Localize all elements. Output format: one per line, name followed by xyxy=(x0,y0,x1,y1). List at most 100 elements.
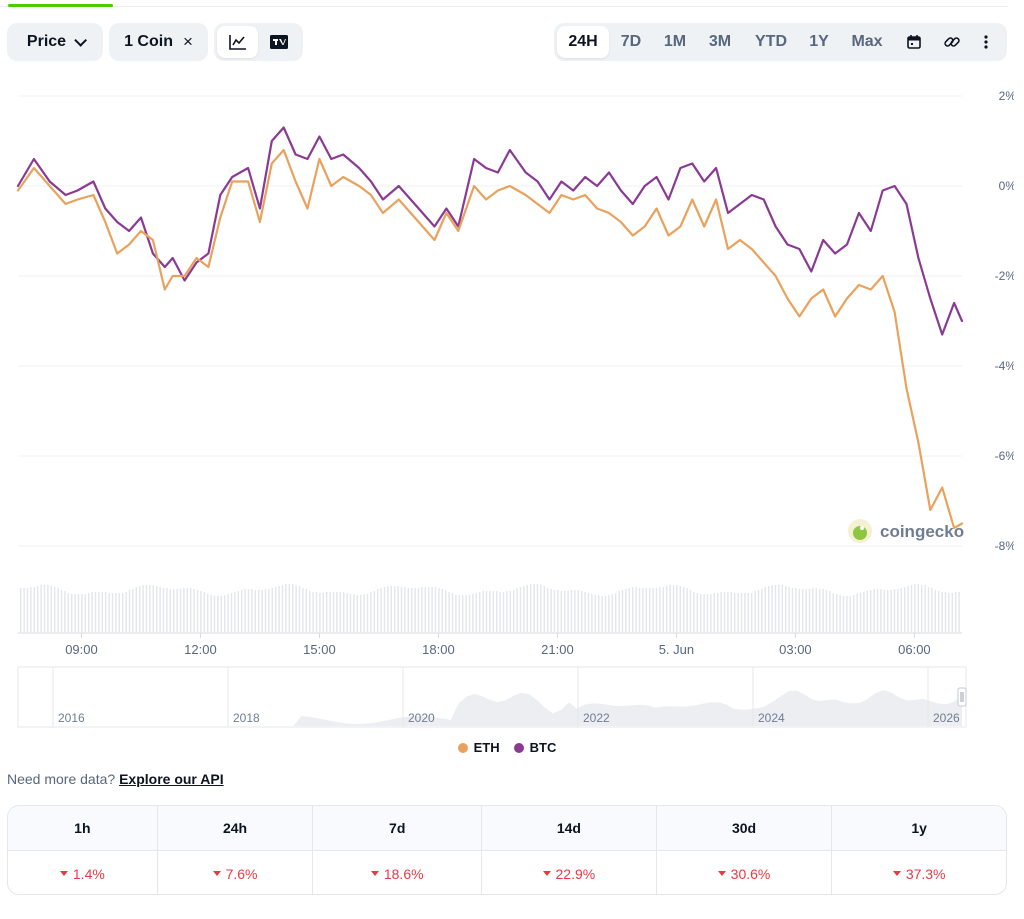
volume-bar xyxy=(458,595,460,632)
volume-bar xyxy=(795,588,797,632)
performance-values-row: 1.4% 7.6% 18.6% 22.9% 30.6% 37.3% xyxy=(8,851,1006,894)
volume-bar xyxy=(356,595,358,632)
volume-bar xyxy=(162,588,165,632)
volume-bar xyxy=(723,592,726,632)
calendar-button[interactable] xyxy=(895,26,933,58)
close-icon[interactable]: × xyxy=(182,32,193,51)
volume-bar xyxy=(145,585,148,632)
volume-bar xyxy=(319,593,321,632)
volume-bar xyxy=(421,587,423,632)
volume-bar xyxy=(778,585,780,632)
volume-bar xyxy=(550,589,552,632)
volume-bar xyxy=(812,588,814,632)
volume-bar xyxy=(781,585,783,632)
range-max-button[interactable]: Max xyxy=(851,33,883,50)
volume-bar xyxy=(43,585,46,632)
header-30d: 30d xyxy=(657,806,833,850)
range-7d-button[interactable]: 7D xyxy=(620,33,642,50)
coin-filter-chip[interactable]: 1 Coin × xyxy=(109,23,208,61)
legend-item-eth[interactable]: ETH xyxy=(457,740,500,755)
value-24h: 7.6% xyxy=(158,851,314,894)
volume-bar xyxy=(431,587,433,632)
more-options-button[interactable] xyxy=(971,26,1001,58)
volume-bar xyxy=(666,586,668,632)
y-tick-label: -6% xyxy=(995,449,1014,463)
volume-bar xyxy=(152,585,154,632)
volume-bar xyxy=(33,587,35,632)
volume-bar xyxy=(37,586,39,632)
volume-bar xyxy=(268,589,270,632)
range-3m-button[interactable]: 3M xyxy=(708,33,732,50)
volume-bar xyxy=(84,594,86,632)
volume-bar xyxy=(329,592,331,632)
volume-bar xyxy=(122,593,124,632)
volume-bar xyxy=(533,584,535,632)
price-dropdown[interactable]: Price xyxy=(7,23,103,61)
btc-dot-icon xyxy=(513,742,524,753)
x-tick-label: 09:00 xyxy=(65,642,98,657)
volume-bar xyxy=(179,589,182,632)
range-navigator[interactable]: 2016 2018 2020 2022 2024 2026 xyxy=(17,666,967,728)
price-comparison-chart[interactable]: 2% 0% -2% -4% -6% -8% 09:00 12:00 15:00 18:00 21:… xyxy=(0,70,1014,735)
volume-bar xyxy=(825,590,828,632)
volume-bar xyxy=(757,590,760,632)
volume-bar xyxy=(207,594,209,632)
volume-bar xyxy=(394,586,396,632)
volume-bar xyxy=(938,591,940,632)
volume-bar xyxy=(536,584,539,632)
volume-bar xyxy=(822,589,824,632)
legend-item-btc[interactable]: BTC xyxy=(513,740,557,755)
volume-bar xyxy=(604,596,607,632)
volume-bar xyxy=(88,593,90,632)
volume-bar xyxy=(475,593,477,632)
header-1h: 1h xyxy=(8,806,158,850)
volume-bar xyxy=(159,587,161,632)
legend-label-btc: BTC xyxy=(529,740,557,755)
volume-bar xyxy=(414,588,416,632)
volume-bar xyxy=(298,586,301,632)
volume-bar xyxy=(247,589,250,632)
range-1m-button[interactable]: 1M xyxy=(663,33,687,50)
volume-bar xyxy=(118,593,120,632)
volume-bar xyxy=(948,593,950,632)
volume-bar xyxy=(295,585,297,632)
volume-bar xyxy=(713,593,715,632)
volume-bar xyxy=(730,592,732,632)
volume-bar xyxy=(601,596,603,632)
performance-header-row: 1h 24h 7d 14d 30d 1y xyxy=(8,806,1006,851)
coin-filter-label: 1 Coin xyxy=(124,33,173,50)
volume-bar xyxy=(598,595,600,632)
volume-bar xyxy=(128,590,131,632)
volume-bar xyxy=(322,593,324,632)
volume-bar xyxy=(615,593,617,632)
volume-bar xyxy=(156,586,158,632)
volume-bar xyxy=(737,593,739,632)
volume-bar xyxy=(706,594,709,632)
volume-bar xyxy=(887,590,889,632)
navigator-tick-label: 2024 xyxy=(758,711,785,725)
tradingview-button[interactable] xyxy=(258,26,299,58)
volume-bar xyxy=(390,586,392,632)
range-1y-button[interactable]: 1Y xyxy=(809,33,829,50)
header-7d: 7d xyxy=(313,806,483,850)
volume-bar xyxy=(502,592,505,632)
range-24h-button[interactable]: 24H xyxy=(557,26,609,58)
volume-bar xyxy=(621,590,624,632)
coingecko-watermark: coingecko xyxy=(848,519,964,543)
explore-api-link[interactable]: Explore our API xyxy=(119,771,224,787)
volume-bar xyxy=(332,592,335,632)
line-chart-button[interactable] xyxy=(217,26,258,58)
volume-bar xyxy=(183,588,185,632)
range-ytd-button[interactable]: YTD xyxy=(755,33,787,50)
volume-bar xyxy=(203,592,205,632)
x-tick-label: 21:00 xyxy=(541,642,574,657)
share-link-button[interactable] xyxy=(933,26,971,58)
volume-bar xyxy=(105,592,107,632)
header-1y: 1y xyxy=(911,820,927,836)
value-1h-text: 1.4% xyxy=(72,865,105,882)
volume-bar xyxy=(441,589,443,632)
volume-bar xyxy=(880,589,882,632)
volume-bar xyxy=(186,588,188,632)
volume-bar xyxy=(472,594,474,632)
navigator-tick-label: 2020 xyxy=(408,711,435,725)
